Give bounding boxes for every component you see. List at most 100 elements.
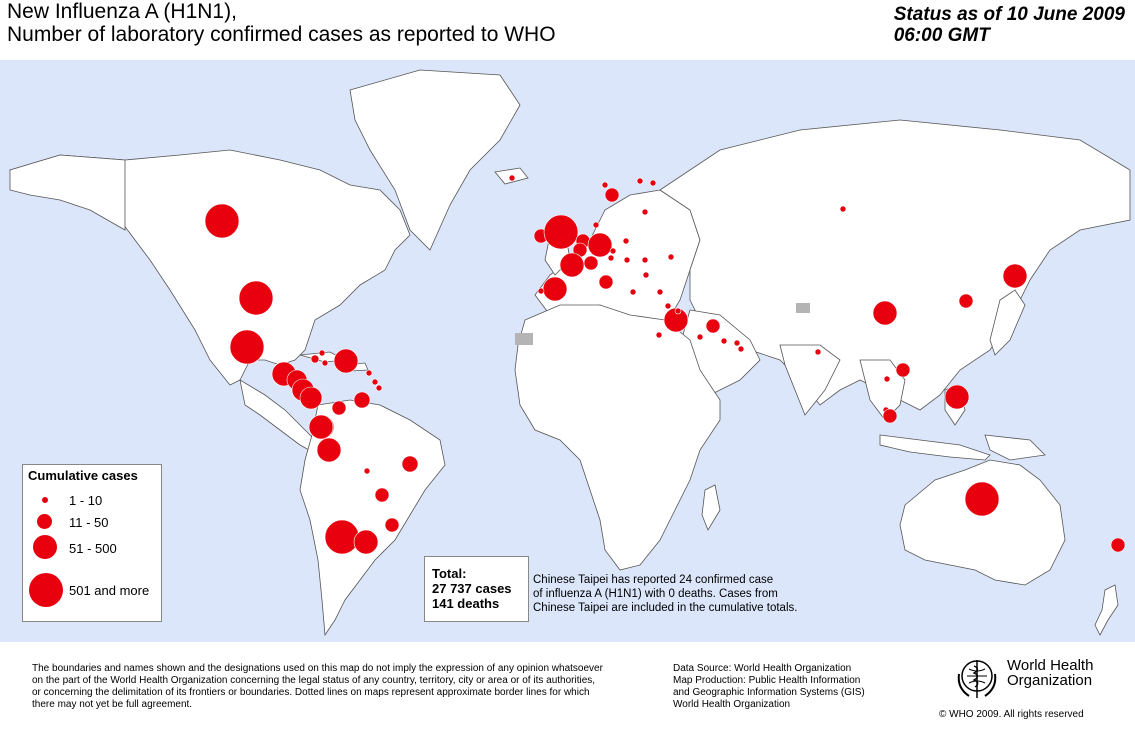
marker-greece: [629, 288, 637, 296]
marker-denmark: [592, 221, 600, 229]
marker-china: [872, 300, 898, 326]
marker-australia: [964, 481, 1000, 517]
source-line-2: Map Production: Public Health Informatio…: [673, 675, 861, 686]
indonesia: [879, 434, 991, 461]
header: New Influenza A (H1N1), Number of labora…: [0, 0, 1135, 60]
marker-jamaica: [321, 359, 329, 367]
marker-iceland: [508, 174, 516, 182]
marker-turkey: [656, 288, 664, 296]
marker-italy: [598, 274, 614, 290]
australia-continent: [899, 459, 1066, 586]
marker-saudi-arabia: [696, 333, 704, 341]
marker-philippines: [944, 384, 970, 410]
legend-dot-2: [37, 514, 52, 529]
marker-cuba: [310, 354, 320, 364]
marker-uae: [733, 339, 741, 347]
status-line-2: 06:00 GMT: [893, 25, 990, 46]
world-map: [0, 60, 1135, 642]
title-line-1: New Influenza A (H1N1),: [7, 0, 237, 23]
legend-dot-1: [42, 497, 48, 503]
marker-egypt: [655, 331, 663, 339]
marker-canada: [204, 203, 240, 239]
no-data-area-middle-east: [796, 303, 810, 313]
marker-paraguay: [374, 487, 390, 503]
new-zealand-islands: [1094, 584, 1119, 636]
marker-ukraine: [667, 253, 675, 261]
marker-mexico: [229, 329, 265, 365]
legend-label-3: 51 - 500: [69, 541, 117, 556]
marker-thailand: [883, 375, 891, 383]
marker-uk: [543, 214, 579, 250]
greenland: [349, 69, 521, 251]
marker-japan: [1002, 263, 1028, 289]
disclaimer-line-1: The boundaries and names shown and the d…: [32, 663, 603, 674]
marker-bolivia: [363, 467, 371, 475]
marker-venezuela: [353, 391, 371, 409]
page-title: New Influenza A (H1N1), Number of labora…: [7, 0, 556, 46]
totals-cases: 27 737 cases: [432, 581, 512, 596]
marker-lebanon: [674, 307, 682, 315]
marker-caribbean-2: [365, 369, 373, 377]
india-peninsula: [779, 344, 841, 416]
alaska: [9, 154, 126, 231]
marker-ecuador: [308, 414, 334, 440]
marker-romania: [641, 256, 649, 264]
legend-label-2: 11 - 50: [69, 515, 109, 530]
taipei-note: Chinese Taipei has reported 24 confirmed…: [533, 573, 863, 615]
marker-sweden: [604, 187, 620, 203]
disclaimer-line-3: or concerning the delimitation of its fr…: [32, 687, 590, 698]
org-line-2: Organization: [1007, 672, 1093, 689]
source-line-4: World Health Organization: [673, 699, 791, 710]
marker-kuwait: [705, 318, 721, 334]
marker-argentina: [353, 529, 379, 555]
marker-new-zealand: [1110, 537, 1126, 553]
marker-usa: [238, 280, 274, 316]
legend-label-4: 501 and more: [69, 583, 150, 598]
marker-caribbean-1: [318, 349, 326, 357]
marker-dominican-republic: [333, 348, 359, 374]
marker-germany: [587, 232, 613, 258]
marker-colombia: [331, 400, 347, 416]
marker-bahrain: [720, 337, 728, 345]
marker-bulgaria: [642, 271, 650, 279]
marker-caribbean-4: [375, 384, 383, 392]
disclaimer-line-2: on the part of the World Health Organiza…: [32, 675, 596, 686]
marker-finland: [636, 177, 644, 185]
marker-caribbean-3: [371, 378, 379, 386]
marker-russia-west: [649, 179, 657, 187]
totals-deaths: 141 deaths: [432, 596, 500, 611]
taipei-note-line-3: Chinese Taipei are included in the cumul…: [533, 602, 798, 614]
taipei-note-line-2: of influenza A (H1N1) with 0 deaths. Cas…: [533, 588, 778, 600]
totals-label: Total:: [432, 566, 467, 581]
disclaimer: The boundaries and names shown and the d…: [32, 663, 632, 711]
legend-dot-3: [33, 535, 57, 559]
legend-dot-4: [29, 573, 63, 607]
southeast-asia: [859, 359, 906, 421]
marker-estonia: [641, 208, 649, 216]
legend-row-4: 501 and more: [23, 573, 163, 607]
source-line-1: Data Source: World Health Organization: [673, 663, 852, 674]
marker-hungary: [623, 256, 631, 264]
marker-costa-rica: [299, 386, 323, 410]
no-data-area-west-africa: [515, 333, 533, 345]
data-source: Data Source: World Health Organization M…: [673, 663, 893, 711]
case-markers: [204, 174, 1126, 555]
status-date: Status as of 10 June 2009 06:00 GMT: [894, 4, 1125, 46]
marker-switzerland: [583, 255, 599, 271]
marker-austria: [607, 254, 615, 262]
legend: Cumulative cases 1 - 10 11 - 50 51 - 500…: [22, 464, 162, 622]
legend-label-1: 1 - 10: [69, 493, 103, 508]
status-line-1: Status as of 10 June 2009: [893, 4, 1125, 25]
who-logo-icon: [957, 660, 997, 698]
madagascar: [701, 484, 721, 531]
marker-norway: [601, 181, 609, 189]
disclaimer-line-4: there may not yet be full agreement.: [32, 699, 193, 710]
marker-czech: [609, 247, 617, 255]
marker-israel: [663, 307, 689, 333]
legend-row-3: 51 - 500: [23, 535, 163, 565]
marker-france: [559, 252, 585, 278]
marker-korea: [958, 293, 974, 309]
who-org-name: World Health Organization: [1007, 658, 1093, 688]
title-line-2: Number of laboratory confirmed cases as …: [7, 23, 556, 46]
marker-poland: [622, 237, 630, 245]
